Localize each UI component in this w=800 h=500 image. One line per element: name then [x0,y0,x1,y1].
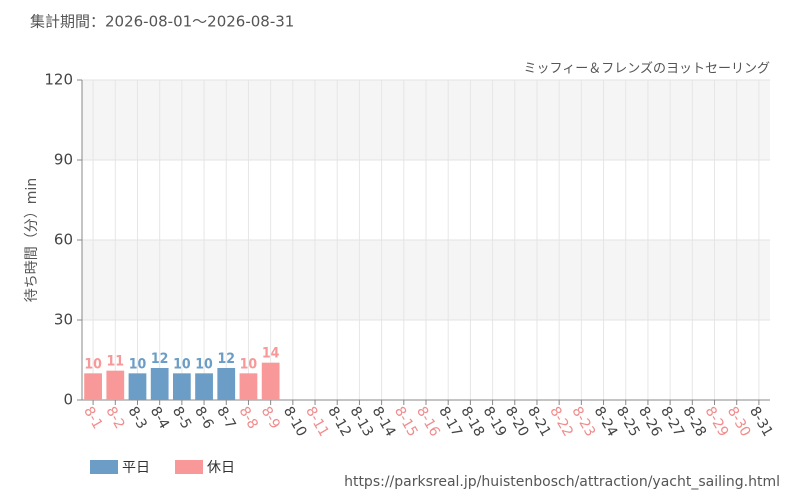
x-tick-label: 8-7 [213,404,238,432]
x-tick-label: 8-6 [191,404,216,432]
x-tick-label: 8-5 [169,404,194,432]
value-label: 12 [151,351,169,367]
value-label: 10 [195,356,213,372]
x-tick-label: 8-31 [746,404,776,440]
value-label: 12 [217,351,235,367]
bar [261,362,280,400]
legend-swatch [90,460,118,474]
x-tick-label: 8-2 [102,404,127,432]
bar [84,373,102,400]
chart-subtitle: ミッフィー＆フレンズのヨットセーリング [524,61,770,77]
value-label: 10 [173,356,191,372]
value-label: 14 [262,346,280,362]
bar [128,373,147,400]
x-tick-label: 8-3 [125,404,150,432]
y-axis-label: 待ち時間（分）min [24,178,40,302]
chart-title: 集計期間：2026-08-01～2026-08-31 [30,13,294,31]
x-tick-label: 8-1 [80,404,105,432]
x-tick-label: 8-4 [147,404,172,432]
x-tick-label: 8-8 [236,404,261,432]
y-tick-label: 30 [54,311,73,329]
x-tick-label: 8-9 [258,404,283,432]
y-tick-label: 90 [54,151,73,169]
legend-label: 平日 [122,460,150,476]
bar [239,373,258,400]
source: https://parksreal.jp/huistenbosch/attrac… [344,474,780,490]
legend-label: 休日 [207,460,235,476]
y-tick-label: 120 [44,71,73,89]
bar [195,373,213,400]
legend-swatch [175,460,203,474]
bar [106,370,125,400]
bar [150,368,169,400]
y-tick-label: 60 [54,231,73,249]
value-label: 11 [107,354,125,370]
value-label: 10 [129,356,147,372]
y-tick-label: 0 [63,391,73,409]
value-label: 10 [84,356,102,372]
bar [172,373,191,400]
value-label: 10 [240,356,258,372]
bar [217,368,236,400]
